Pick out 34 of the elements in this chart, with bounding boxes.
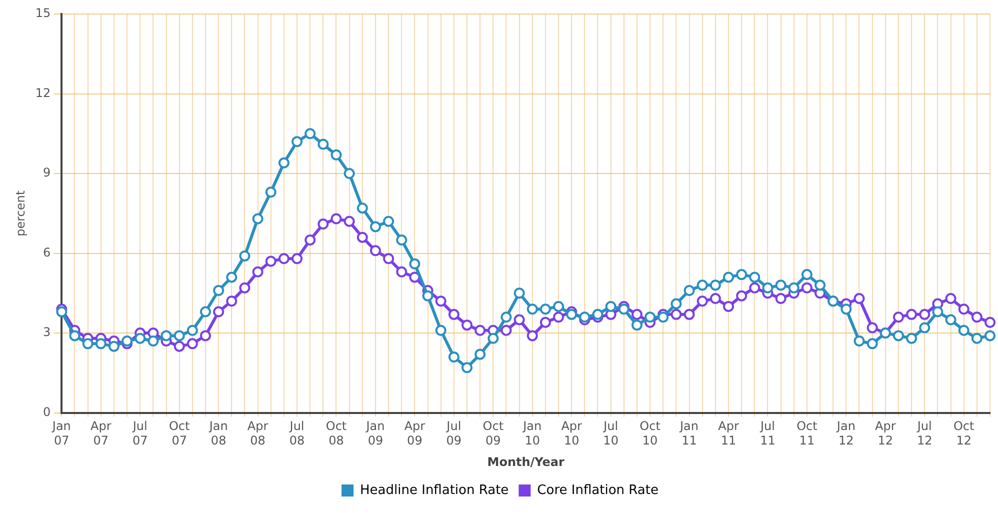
x-tick-label: Oct 07 xyxy=(168,419,190,448)
x-tick-label: Jan 11 xyxy=(679,419,699,448)
x-tick-label: Jul 07 xyxy=(132,419,148,448)
x-tick-label: Jul 08 xyxy=(288,419,305,448)
x-tick-label: Jul 10 xyxy=(602,419,618,448)
x-tick-label: Oct 12 xyxy=(953,419,975,448)
x-axis-title: Month/Year xyxy=(487,454,564,469)
x-tick-label: Apr 11 xyxy=(718,419,739,448)
x-tick-label: Jan 10 xyxy=(522,419,542,448)
legend-label: Core Inflation Rate xyxy=(537,482,658,498)
x-tick-label: Jul 09 xyxy=(446,419,462,448)
x-tick-label: Oct 10 xyxy=(640,419,661,448)
x-tick-label: Jan 09 xyxy=(365,419,385,448)
y-tick-label: 9 xyxy=(43,166,51,180)
x-tick-label: Jan 07 xyxy=(51,419,71,448)
x-tick-label: Oct 11 xyxy=(796,419,818,448)
x-tick-label: Apr 10 xyxy=(561,419,582,448)
y-tick-label: 12 xyxy=(35,86,51,100)
y-tick-label: 6 xyxy=(43,245,51,260)
x-tick-label: Jan 12 xyxy=(836,419,856,448)
x-tick-label: Jul 12 xyxy=(916,419,932,448)
legend-label: Headline Inflation Rate xyxy=(360,482,509,498)
x-tick-label: Jan 08 xyxy=(208,419,228,448)
x-tick-label: Apr 08 xyxy=(247,419,268,448)
y-tick-label: 0 xyxy=(43,404,51,419)
x-tick-label: Apr 09 xyxy=(404,419,426,448)
x-tick-label: Oct 09 xyxy=(482,419,504,448)
y-tick-label: 15 xyxy=(35,6,51,20)
y-tick-label: 3 xyxy=(43,325,51,340)
y-axis-title: percent xyxy=(13,190,28,236)
x-tick-label: Jul 11 xyxy=(759,419,776,448)
x-tick-label: Oct 08 xyxy=(326,419,347,448)
x-tick-label: Apr 07 xyxy=(90,419,112,448)
x-tick-label: Apr 12 xyxy=(875,419,896,448)
